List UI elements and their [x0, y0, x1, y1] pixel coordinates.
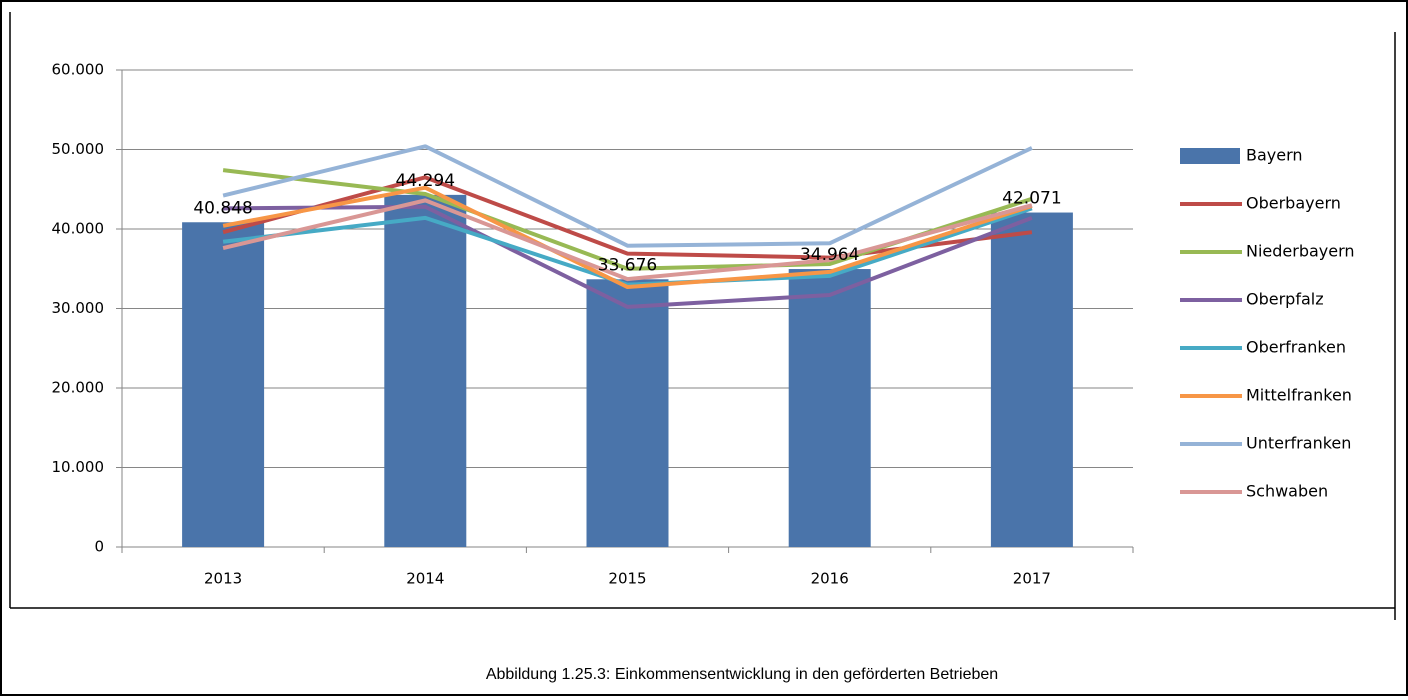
- line-series: [222, 144, 1033, 248]
- x-tick-label: 2017: [1013, 570, 1051, 588]
- y-tick-label: 10.000: [52, 458, 105, 476]
- legend-label: Oberfranken: [1246, 338, 1346, 357]
- value-label: 44.294: [396, 171, 455, 191]
- line-series: [222, 198, 1033, 282]
- value-label: 34.964: [800, 245, 859, 265]
- value-label: 40.848: [193, 198, 252, 218]
- legend-label: Unterfranken: [1246, 434, 1351, 453]
- y-tick-label: 40.000: [52, 220, 105, 238]
- legend-label: Oberbayern: [1246, 194, 1341, 213]
- x-tick-label: 2015: [608, 570, 646, 588]
- bar: [384, 194, 467, 547]
- legend-label: Niederbayern: [1246, 242, 1355, 261]
- y-tick-label: 60.000: [52, 61, 105, 79]
- bar: [586, 279, 669, 547]
- value-label: 33.676: [598, 255, 657, 275]
- y-tick-label: 30.000: [52, 299, 105, 317]
- bar: [182, 222, 265, 547]
- caption: Abbildung 1.25.3: Einkommensentwicklung …: [486, 666, 998, 683]
- value-label: 42.071: [1002, 189, 1061, 209]
- x-tick-label: 2016: [811, 570, 849, 588]
- line-series: [222, 206, 1033, 287]
- legend-label: Bayern: [1246, 146, 1303, 165]
- y-tick-label: 20.000: [52, 379, 105, 397]
- line-series: [223, 204, 1033, 309]
- x-tick-label: 2014: [406, 570, 444, 588]
- legend-swatch: [1180, 148, 1240, 164]
- y-tick-label: 50.000: [52, 140, 105, 158]
- legend-label: Mittelfranken: [1246, 386, 1352, 405]
- legend-label: Schwaben: [1246, 482, 1328, 501]
- x-tick-label: 2013: [204, 570, 242, 588]
- line-series: [222, 185, 1033, 290]
- chart-frame: [9, 12, 1396, 620]
- legend-label: Oberpfalz: [1246, 290, 1324, 309]
- bar: [990, 212, 1073, 547]
- y-tick-label: 0: [94, 538, 104, 556]
- bar: [788, 269, 871, 547]
